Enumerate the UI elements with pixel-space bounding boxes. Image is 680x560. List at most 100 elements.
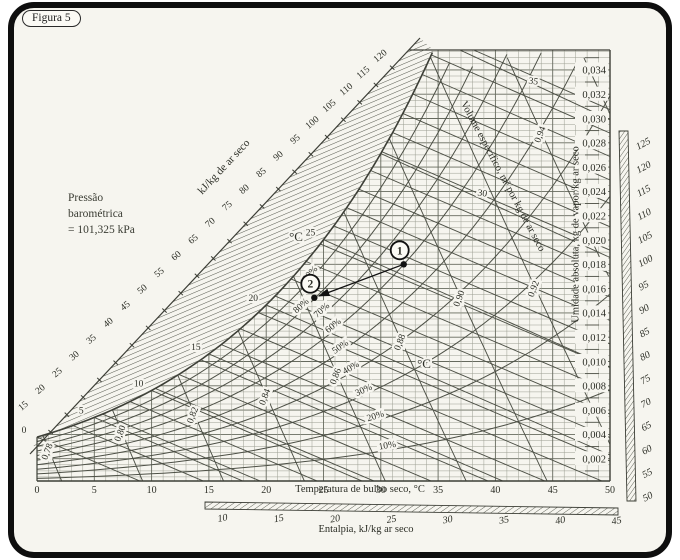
enthalpy-scale-tick: [227, 238, 233, 244]
enthalpy-bottom-tick-label: 15: [273, 513, 285, 526]
barometric-pressure-note: Pressão barométrica = 101,325 kPa: [68, 190, 135, 238]
enthalpy-right-tick-label: 90: [637, 302, 651, 316]
wet-bulb-tick-label: 25: [306, 229, 316, 239]
dry-bulb-tick-label: 25: [319, 485, 329, 496]
enthalpy-right-tick-label: 70: [639, 396, 653, 410]
state-point-1-marker: [389, 240, 410, 261]
humidity-tick-label: 0,020: [582, 236, 606, 247]
enthalpy-scale-tick: [194, 273, 200, 279]
rh-curve: [37, 66, 473, 447]
humidity-tick-label: 0,012: [582, 333, 606, 344]
enthalpy-scale-tick: [145, 325, 151, 331]
rh-curve-label: 20%: [366, 409, 386, 424]
enthalpy-scale-tick: [64, 412, 70, 418]
enthalpy-left-tick-label: 100: [304, 115, 322, 132]
humidity-label-backing: [575, 62, 608, 77]
enthalpy-scale-tick: [308, 151, 314, 157]
enthalpy-left-tick-label: 55: [153, 266, 167, 280]
wet-bulb-line: [151, 389, 367, 481]
enthalpy-left-tick-label: 85: [255, 166, 269, 180]
enthalpy-bottom-tick-label: 30: [441, 514, 454, 527]
enthalpy-line: [370, 170, 610, 275]
dry-bulb-tick-label: 10: [147, 485, 157, 496]
dry-bulb-axis-title: Temperatura de bulbo seco, °C: [295, 484, 425, 495]
enthalpy-left-tick-label: 65: [187, 233, 201, 247]
enthalpy-bottom-tick-label: 20: [329, 513, 341, 526]
wet-bulb-unit-label: °C: [417, 356, 431, 371]
enthalpy-line: [290, 278, 610, 415]
humidity-tick-label: 0,010: [582, 357, 606, 368]
enthalpy-left-tick-label: 120: [372, 48, 390, 65]
enthalpy-line: [200, 359, 493, 481]
wet-bulb-line: [380, 153, 610, 258]
volume-line: [37, 397, 63, 481]
pressure-line-2: barométrica: [68, 208, 123, 221]
enthalpy-scale-tick: [292, 169, 298, 175]
enthalpy-scale-tick: [259, 204, 265, 209]
humidity-tick-label: 0,016: [582, 284, 606, 295]
enthalpy-line: [320, 243, 610, 368]
state-point-2-marker: [300, 273, 321, 294]
enthalpy-line: [381, 151, 610, 251]
enthalpy-bottom-axis-title: Entalpia, kJ/kg ar seco: [318, 524, 414, 535]
enthalpy-left-tick-label: 45: [119, 299, 133, 313]
enthalpy-bottom-tick-label: 10: [217, 512, 229, 525]
enthalpy-right-tick-label: 95: [637, 279, 651, 293]
rh-curve-label: 70%: [312, 301, 332, 320]
humidity-label-backing: [575, 426, 608, 441]
enthalpy-left-tick-label: 35: [85, 333, 99, 347]
humidity-tick-label: 0,024: [582, 187, 606, 198]
enthalpy-right-tick-label: 75: [639, 373, 653, 387]
dry-bulb-tick-label: 0: [35, 485, 40, 496]
humidity-axis-title: Umidade absoluta, kg de vapor/kg ar seco: [570, 146, 582, 323]
enthalpy-scale-tick: [357, 99, 363, 105]
enthalpy-line: [333, 225, 610, 345]
enthalpy-scale-tick: [340, 117, 346, 123]
enthalpy-left-tick-label: 60: [170, 249, 184, 263]
enthalpy-right-tick-label: 80: [638, 349, 652, 363]
enthalpy-bottom-tick-label: 35: [497, 514, 510, 527]
enthalpy-line: [221, 344, 550, 481]
enthalpy-left-tick-label: 90: [272, 149, 286, 163]
wet-bulb-tick-label: 15: [191, 343, 201, 353]
enthalpy-right-tick-label: 110: [636, 207, 654, 223]
pressure-line-3: = 101,325 kPa: [68, 224, 135, 237]
humidity-tick-label: 0,006: [582, 406, 606, 417]
enthalpy-scale-band: [30, 38, 434, 454]
enthalpy-scale-tick: [275, 186, 281, 192]
enthalpy-line: [155, 387, 379, 481]
state-point-2-dot: [311, 294, 318, 301]
rh-curve: [37, 293, 610, 475]
rh-curve: [37, 95, 610, 466]
enthalpy-left-tick-label: 70: [204, 216, 218, 230]
humidity-label-backing: [575, 281, 608, 296]
enthalpy-scale-tick: [48, 429, 54, 435]
enthalpy-line: [274, 295, 610, 439]
enthalpy-line: [178, 373, 436, 481]
enthalpy-scale-tick: [389, 65, 395, 71]
enthalpy-scale-tick: [80, 394, 86, 400]
enthalpy-scale-tick: [324, 134, 330, 140]
enthalpy-left-tick-label: 110: [338, 81, 355, 98]
wet-bulb-line: [208, 353, 508, 481]
humidity-tick-label: 0,004: [582, 430, 606, 441]
enthalpy-scale-tick: [129, 342, 135, 348]
enthalpy-right-strip: [618, 130, 637, 502]
enthalpy-bottom-tick-label: 40: [554, 515, 566, 528]
humidity-tick-label: 0,026: [582, 163, 606, 174]
humidity-label-backing: [575, 135, 608, 150]
enthalpy-scale-tick: [96, 377, 102, 383]
wet-bulb-tick-label: 10: [134, 379, 144, 389]
enthalpy-line: [358, 188, 610, 298]
wet-bulb-tick-label: 5: [79, 406, 84, 416]
humidity-label-backing: [575, 451, 608, 466]
enthalpy-left-tick-label: 20: [34, 383, 48, 397]
humidity-label-backing: [575, 402, 608, 417]
humidity-tick-label: 0,014: [582, 309, 606, 320]
dry-bulb-tick-label: 45: [548, 485, 558, 496]
wet-bulb-tick-label: 0: [22, 426, 27, 436]
humidity-tick-label: 0,032: [582, 90, 606, 101]
rh-curve-label: 30%: [354, 383, 374, 399]
wet-bulb-unit-label: °C: [289, 229, 303, 244]
